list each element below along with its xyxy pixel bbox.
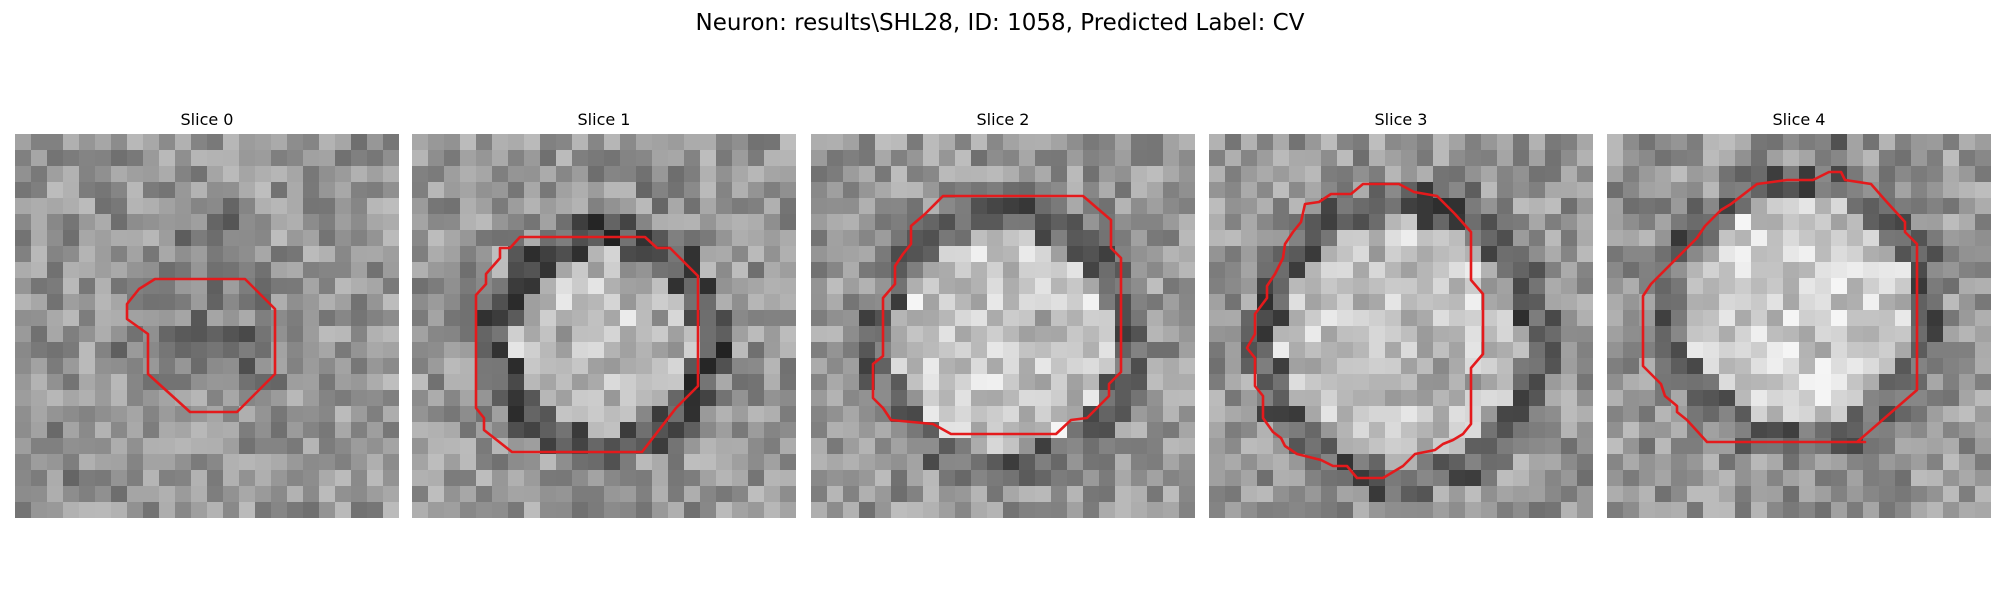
slice-image [1209,134,1593,518]
slice-title: Slice 3 [1374,110,1428,129]
grayscale-image [15,134,399,518]
slice-title: Slice 0 [180,110,234,129]
slice-panel-2: Slice 2 [811,110,1195,518]
grayscale-image [1607,134,1991,518]
grayscale-image [811,134,1195,518]
grayscale-image [1209,134,1593,518]
slice-title: Slice 1 [577,110,631,129]
slice-panel-1: Slice 1 [412,110,796,518]
figure-title: Neuron: results\SHL28, ID: 1058, Predict… [695,10,1305,36]
slice-panel-4: Slice 4 [1607,110,1991,518]
slice-panel-0: Slice 0 [15,110,399,518]
grayscale-image [412,134,796,518]
slice-title: Slice 2 [976,110,1030,129]
slice-title: Slice 4 [1772,110,1826,129]
slice-image [811,134,1195,518]
slice-image [412,134,796,518]
slice-image [15,134,399,518]
slice-panel-3: Slice 3 [1209,110,1593,518]
slice-image [1607,134,1991,518]
